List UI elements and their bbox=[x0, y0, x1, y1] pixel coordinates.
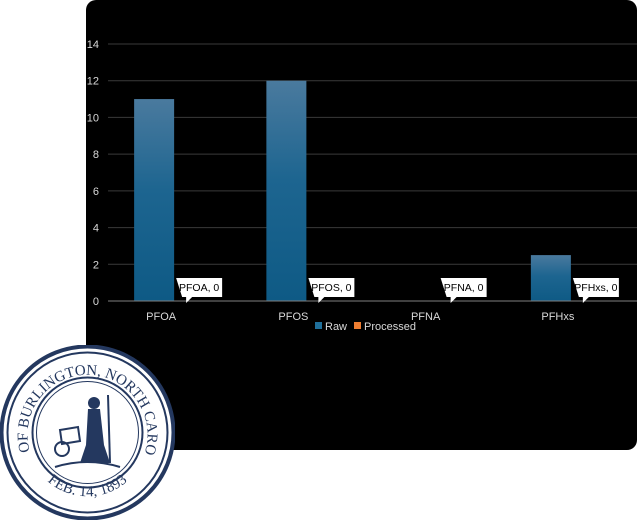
y-tick-label: 2 bbox=[93, 259, 99, 271]
y-axis-ticks: 0 2 4 6 8 10 12 14 bbox=[87, 39, 99, 308]
bar-raw-pfhxs bbox=[530, 255, 571, 301]
y-tick-label: 12 bbox=[87, 76, 99, 88]
x-tick-label: PFNA bbox=[411, 311, 441, 323]
legend-label-raw: Raw bbox=[325, 321, 347, 333]
x-tick-label: PFOS bbox=[278, 311, 308, 323]
data-label-callout bbox=[440, 278, 487, 303]
legend: Raw Processed bbox=[315, 321, 416, 333]
y-tick-label: 4 bbox=[93, 223, 99, 235]
x-tick-label: PFOA bbox=[146, 311, 177, 323]
data-labels: PFOA, 0 PFOS, 0 PFNA, 0 PFHxs, 0 bbox=[176, 278, 619, 303]
data-label: PFOA, 0 bbox=[179, 282, 219, 294]
bar-raw-pfos bbox=[266, 80, 307, 301]
legend-label-processed: Processed bbox=[364, 321, 416, 333]
data-label: PFOS, 0 bbox=[311, 282, 351, 294]
city-seal-logo: CITY OF BURLINGTON, NORTH CAROLINA FEB. … bbox=[0, 345, 175, 520]
legend-swatch-raw bbox=[315, 322, 322, 329]
y-tick-label: 14 bbox=[87, 39, 99, 51]
data-label-callout bbox=[176, 278, 223, 303]
seal-emblem-figure bbox=[54, 394, 121, 468]
chart-panel: 0 2 4 6 8 10 12 14 PFOA PFOS PFNA PFHxs PFOA, 0 PFO… bbox=[86, 0, 637, 450]
y-tick-label: 8 bbox=[93, 149, 99, 161]
y-tick-label: 6 bbox=[93, 186, 99, 198]
data-label-callout bbox=[572, 278, 619, 303]
gridlines bbox=[108, 43, 637, 265]
data-label: PFHxs, 0 bbox=[574, 282, 617, 294]
bars bbox=[134, 80, 571, 301]
y-tick-label: 0 bbox=[93, 296, 99, 308]
data-label-callout bbox=[308, 278, 355, 303]
data-label: PFNA, 0 bbox=[444, 282, 484, 294]
x-axis-ticks: PFOA PFOS PFNA PFHxs bbox=[146, 311, 575, 323]
y-tick-label: 10 bbox=[87, 112, 99, 124]
legend-swatch-processed bbox=[354, 322, 361, 329]
bar-raw-pfoa bbox=[134, 99, 175, 301]
x-tick-label: PFHxs bbox=[541, 311, 575, 323]
